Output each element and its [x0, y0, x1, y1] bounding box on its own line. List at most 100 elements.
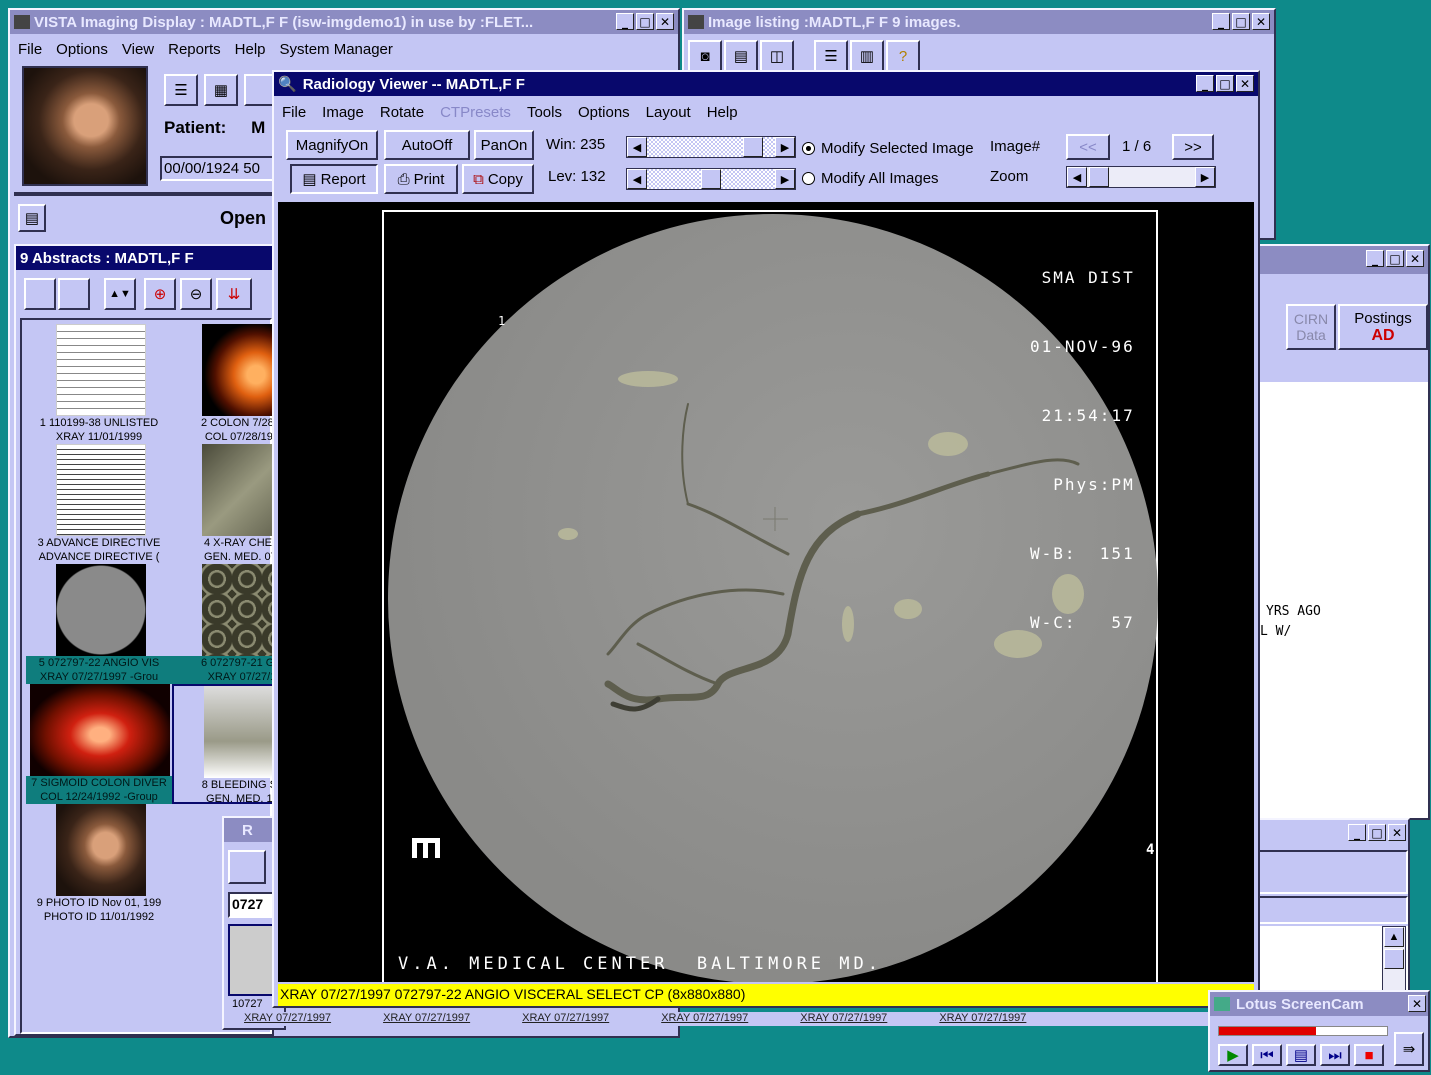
size-stepper-icon[interactable]: ▲▼	[104, 278, 136, 310]
thumbnail-item[interactable]: 5 072797-22 ANGIO VIS XRAY 07/27/1997 -Gr…	[26, 564, 172, 684]
panel-tool-icon[interactable]: ▥	[850, 40, 884, 72]
screencam-title-bar[interactable]: Lotus ScreenCam	[1210, 992, 1428, 1016]
zoom-slider[interactable]: ◀ ▶	[1066, 166, 1216, 188]
cirn-data-button[interactable]: CIRN Data	[1286, 304, 1336, 350]
scroll-up-icon[interactable]: ▲	[1384, 927, 1404, 947]
patient-photo[interactable]	[22, 66, 148, 186]
rewind-icon[interactable]: ⏮	[1252, 1044, 1282, 1066]
minimize-button[interactable]: _	[616, 13, 634, 30]
viewer-menu-tools[interactable]: Tools	[526, 103, 562, 121]
postings-button[interactable]: Postings AD	[1338, 304, 1428, 350]
listing-minimize-button[interactable]: _	[1212, 13, 1230, 30]
strip-item[interactable]: XRAY 07/27/1997	[800, 1012, 888, 1024]
play-icon[interactable]: ▶	[1218, 1044, 1248, 1066]
stop-icon[interactable]: ■	[1354, 1044, 1384, 1066]
thumbnail-item[interactable]: 9 PHOTO ID Nov 01, 199 PHOTO ID 11/01/199…	[26, 804, 172, 924]
record-lever-icon[interactable]: ⇛	[1394, 1032, 1424, 1066]
clipboard-icon[interactable]: ▤	[18, 204, 46, 232]
maximize-button[interactable]: □	[636, 13, 654, 30]
radio-modify-all[interactable]: Modify All Images	[802, 170, 939, 187]
right-close-button[interactable]: ✕	[1406, 250, 1424, 267]
strip-item[interactable]: XRAY 07/27/1997	[383, 1012, 471, 1024]
image-viewport[interactable]: SMA DIST 01-NOV-96 21:54:17 Phys:PM W-B:…	[278, 202, 1254, 982]
prev-image-button[interactable]: <<	[1066, 134, 1110, 160]
viewer-menu-file[interactable]: File	[282, 103, 307, 121]
document-tool-icon[interactable]: ▤	[724, 40, 758, 72]
viewer-menu-layout[interactable]: Layout	[645, 103, 691, 121]
pause-icon[interactable]: ▤	[1286, 1044, 1316, 1066]
auto-button[interactable]: AutoOff	[384, 130, 470, 160]
print-button[interactable]: ⎙ Print	[384, 164, 458, 194]
magnify-button[interactable]: MagnifyOn	[286, 130, 378, 160]
strip-item[interactable]: XRAY 07/27/1997	[244, 1012, 332, 1024]
slider-thumb[interactable]	[701, 169, 721, 189]
pan-button[interactable]: PanOn	[474, 130, 534, 160]
viewer-title-bar[interactable]: 🔍 Radiology Viewer -- MADTL,F F	[274, 72, 1258, 96]
lower-field-2[interactable]	[1258, 896, 1408, 924]
abstract-tool-1[interactable]	[24, 278, 56, 310]
report-button[interactable]: ▤ Report	[290, 164, 378, 194]
viewer-menu-ctpresets[interactable]: CTPresets	[440, 103, 511, 121]
other-view-button[interactable]	[244, 74, 274, 106]
viewer-menu-options[interactable]: Options	[577, 103, 630, 121]
camera-tool-icon[interactable]: ◙	[688, 40, 722, 72]
zoom-left-icon[interactable]: ◀	[1067, 167, 1087, 187]
slider-left-icon[interactable]: ◀	[627, 137, 647, 157]
menu-help[interactable]: Help	[234, 40, 266, 58]
viewer-minimize-button[interactable]: _	[1196, 75, 1214, 92]
zoom-right-icon[interactable]: ▶	[1195, 167, 1215, 187]
screencam-close-button[interactable]: ✕	[1408, 995, 1426, 1012]
slider-right-icon[interactable]: ▶	[775, 137, 795, 157]
lower-minimize-button[interactable]: _	[1348, 824, 1366, 841]
zoom-thumb[interactable]	[1089, 167, 1109, 187]
sort-down-icon[interactable]: ⇊	[216, 278, 252, 310]
viewer-menu-rotate[interactable]: Rotate	[379, 103, 425, 121]
lower-field-1[interactable]	[1258, 850, 1408, 894]
strip-item[interactable]: XRAY 07/27/1997	[939, 1012, 1027, 1024]
scroll-thumb[interactable]	[1384, 949, 1404, 969]
zoom-out-icon[interactable]: ⊖	[180, 278, 212, 310]
abstract-tool-2[interactable]	[58, 278, 90, 310]
lower-maximize-button[interactable]: □	[1368, 824, 1386, 841]
help-tool-icon[interactable]: ?	[886, 40, 920, 72]
fast-forward-icon[interactable]: ⏭	[1320, 1044, 1350, 1066]
list-view-button[interactable]: ☰	[164, 74, 198, 106]
strip-item[interactable]: XRAY 07/27/1997	[661, 1012, 749, 1024]
menu-view[interactable]: View	[121, 40, 155, 58]
viewer-close-button[interactable]: ✕	[1236, 75, 1254, 92]
level-slider[interactable]: ◀ ▶	[626, 168, 796, 190]
copy-button[interactable]: ⧉ Copy	[462, 164, 534, 194]
next-image-button[interactable]: >>	[1172, 134, 1214, 160]
menu-reports[interactable]: Reports	[168, 40, 221, 58]
abstracts-title-bar[interactable]: 9 Abstracts : MADTL,F F	[16, 246, 272, 270]
radio-modify-selected[interactable]: Modify Selected Image	[802, 140, 974, 157]
right-minimize-button[interactable]: _	[1366, 250, 1384, 267]
strip-item[interactable]: XRAY 07/27/1997	[522, 1012, 610, 1024]
lower-close-button[interactable]: ✕	[1388, 824, 1406, 841]
slider-thumb[interactable]	[743, 137, 763, 157]
listing-close-button[interactable]: ✕	[1252, 13, 1270, 30]
thumbnail-item[interactable]: 3 ADVANCE DIRECTIVE ADVANCE DIRECTIVE (	[26, 444, 172, 564]
menu-options[interactable]: Options	[56, 40, 108, 58]
viewer-menu-help[interactable]: Help	[706, 103, 738, 121]
list-tool-icon[interactable]: ☰	[814, 40, 848, 72]
slider-left-icon[interactable]: ◀	[627, 169, 647, 189]
window-slider[interactable]: ◀ ▶	[626, 136, 796, 158]
thumbnail-item[interactable]: 7 SIGMOID COLON DIVER COL 12/24/1992 -Gro…	[26, 684, 172, 804]
viewer-maximize-button[interactable]: □	[1216, 75, 1234, 92]
main-title-bar[interactable]: VISTA Imaging Display : MADTL,F F (isw-i…	[10, 10, 678, 34]
menu-file[interactable]: File	[18, 40, 43, 58]
fit-tool-icon[interactable]: ◫	[760, 40, 794, 72]
right-maximize-button[interactable]: □	[1386, 250, 1404, 267]
menu-system-manager[interactable]: System Manager	[279, 40, 393, 58]
grid-view-button[interactable]: ▦	[204, 74, 238, 106]
viewer-menu-image[interactable]: Image	[322, 103, 364, 121]
listing-maximize-button[interactable]: □	[1232, 13, 1250, 30]
image-listing-title-bar[interactable]: Image listing :MADTL,F F 9 images.	[684, 10, 1274, 34]
subwindow-tool[interactable]	[228, 850, 266, 884]
zoom-in-icon[interactable]: ⊕	[144, 278, 176, 310]
thumbnail-item[interactable]: 1 110199-38 UNLISTED XRAY 11/01/1999	[26, 324, 172, 444]
vessel-tree	[558, 371, 1084, 712]
close-button[interactable]: ✕	[656, 13, 674, 30]
slider-right-icon[interactable]: ▶	[775, 169, 795, 189]
